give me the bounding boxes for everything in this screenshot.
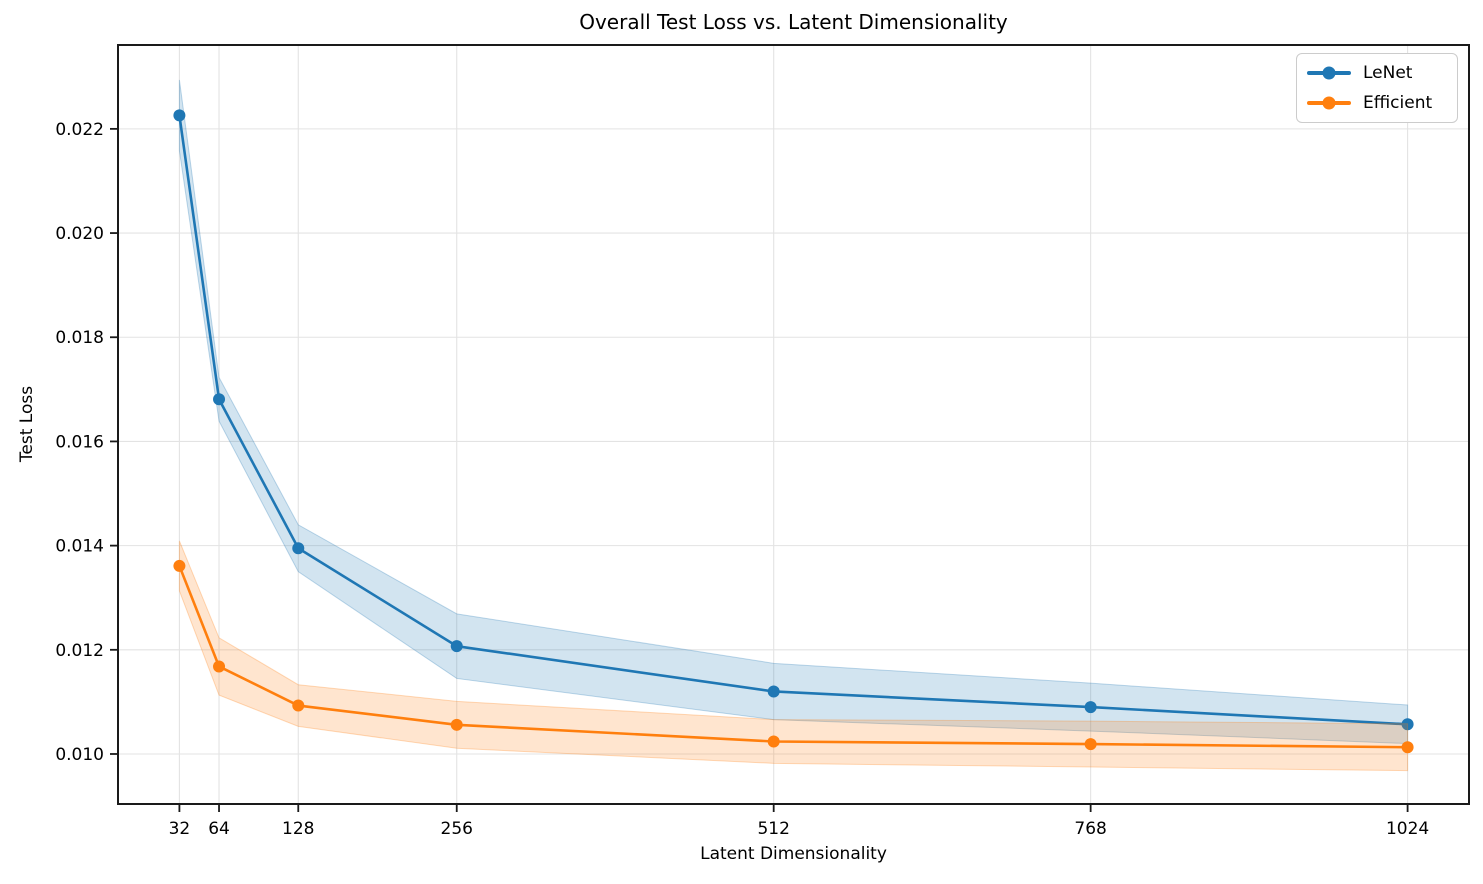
gridlines [118,45,1469,804]
marker-efficient-768 [1084,738,1097,751]
x-tick-label-256: 256 [441,819,473,839]
legend-swatch-lenet [1307,66,1351,80]
marker-efficient-32 [173,559,186,572]
marker-efficient-64 [213,660,226,673]
y-tick-label-0.016: 0.016 [55,432,104,452]
x-tick-label-32: 32 [169,819,191,839]
marker-lenet-512 [767,685,780,698]
marker-lenet-768 [1084,701,1097,714]
axis-tick-labels: 32 64 128 256 512 768 1024 0.010 0.012 0.014 0.016… [55,120,1429,839]
marker-efficient-512 [767,735,780,748]
y-tick-label-0.014: 0.014 [55,537,104,557]
marker-efficient-1024 [1401,741,1414,754]
marker-lenet-1024 [1401,718,1414,731]
y-tick-label-0.020: 0.020 [55,224,104,244]
y-tick-label-0.010: 0.010 [55,745,104,765]
x-tick-label-512: 512 [757,819,789,839]
marker-lenet-64 [213,393,226,406]
marker-lenet-128 [292,542,305,555]
x-axis-label: Latent Dimensionality [700,844,887,864]
series-lenet [173,79,1414,745]
legend-swatch-efficient [1307,96,1351,110]
marker-efficient-128 [292,699,305,712]
marker-efficient-256 [450,718,463,731]
x-tick-label-64: 64 [208,819,230,839]
axis-ticks [110,127,1409,812]
legend-label-lenet: LeNet [1363,62,1413,83]
x-tick-label-128: 128 [282,819,314,839]
band-lenet [178,79,1409,745]
x-tick-label-1024: 1024 [1386,819,1429,839]
x-tick-label-768: 768 [1074,819,1106,839]
series-efficient [173,540,1414,772]
y-tick-label-0.022: 0.022 [55,120,104,140]
legend-item-lenet: LeNet [1307,62,1447,83]
legend: LeNet Efficient [1296,53,1458,123]
chart-title: Overall Test Loss vs. Latent Dimensional… [579,10,1008,34]
legend-label-efficient: Efficient [1363,92,1433,113]
plot-border [117,44,1470,805]
legend-item-efficient: Efficient [1307,92,1447,113]
marker-lenet-256 [450,640,463,653]
marker-lenet-32 [173,109,186,122]
line-lenet [178,115,1408,726]
band-efficient [178,540,1409,772]
y-tick-label-0.012: 0.012 [55,641,104,661]
y-tick-label-0.018: 0.018 [55,328,104,348]
